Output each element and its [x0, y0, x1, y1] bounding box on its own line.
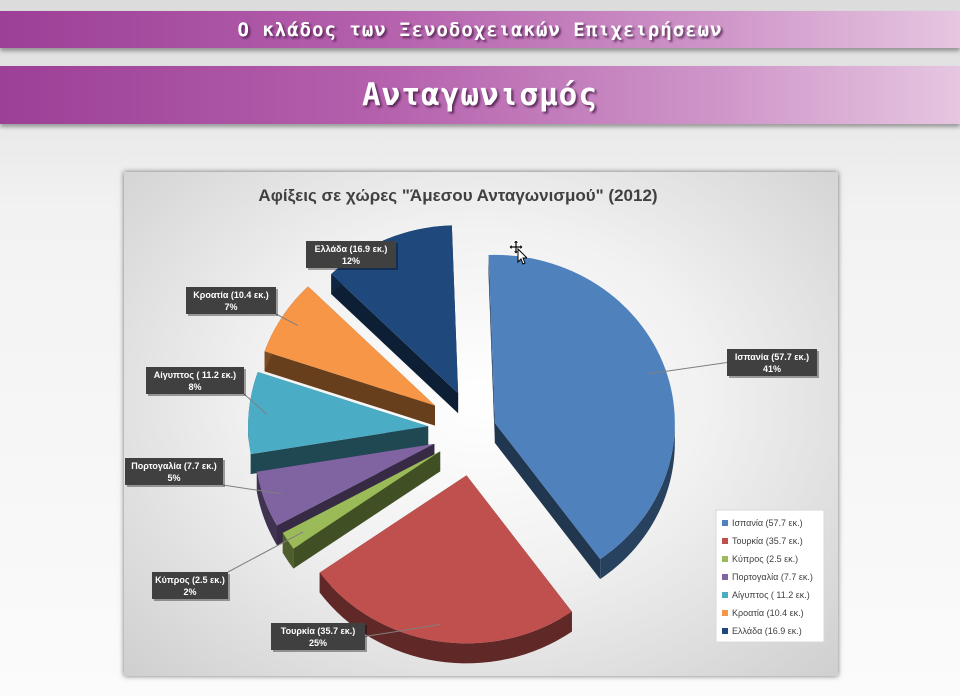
- pie-slice-cyprus[interactable]: [282, 451, 441, 569]
- legend-label: Κροατία (10.4 εκ.): [732, 608, 804, 618]
- legend-label: Ισπανία (57.7 εκ.): [732, 518, 803, 528]
- data-label-croatia: Κροατία (10.4 εκ.) 7%: [186, 287, 298, 326]
- data-label-turkey: Τουρκία (35.7 εκ.) 25%: [271, 623, 441, 652]
- data-label-percent: 7%: [224, 302, 237, 312]
- legend-swatch: [722, 610, 728, 616]
- legend-label: Πορτογαλία (7.7 εκ.): [732, 572, 813, 582]
- data-label-spain: Ισπανία (57.7 εκ.) 41%: [647, 349, 819, 378]
- chart-title: Αφίξεις σε χώρες "Άμεσου Ανταγωνισμού" (…: [258, 186, 657, 205]
- legend-swatch: [722, 520, 728, 526]
- data-label-percent: 5%: [167, 473, 180, 483]
- chart-card[interactable]: Αφίξεις σε χώρες "Άμεσου Ανταγωνισμού" (…: [124, 172, 838, 676]
- legend-entry-egypt[interactable]: Αίγυπτος ( 11.2 εκ.): [722, 590, 810, 600]
- section-banner: Ανταγωνισμός: [0, 66, 960, 124]
- chart-legend: Ισπανία (57.7 εκ.) Τουρκία (35.7 εκ.) Κύπρ…: [715, 509, 825, 643]
- legend-box: [715, 509, 825, 643]
- legend-entry-portugal[interactable]: Πορτογαλία (7.7 εκ.): [722, 572, 813, 582]
- data-label-category: Αίγυπτος ( 11.2 εκ.): [154, 370, 236, 380]
- data-label-category: Τουρκία (35.7 εκ.): [281, 626, 356, 636]
- legend-label: Αίγυπτος ( 11.2 εκ.): [732, 590, 810, 600]
- legend-swatch: [722, 556, 728, 562]
- move-cursor-icon: [509, 240, 527, 265]
- data-label-percent: 12%: [342, 256, 360, 266]
- data-label-category: Κροατία (10.4 εκ.): [193, 290, 268, 300]
- presentation-title: Ο κλάδος των Ξενοδοχειακών Επιχειρήσεων: [237, 18, 723, 41]
- legend-swatch: [722, 538, 728, 544]
- data-label-category: Ελλάδα (16.9 εκ.): [315, 244, 388, 254]
- data-label-portugal: Πορτογαλία (7.7 εκ.) 5%: [125, 458, 282, 495]
- data-label-greece: Ελλάδα (16.9 εκ.) 12%: [306, 241, 398, 270]
- legend-swatch: [722, 628, 728, 634]
- pie-slice-turkey[interactable]: [319, 475, 572, 664]
- pie-slice-egypt[interactable]: [248, 372, 429, 475]
- data-label-category: Πορτογαλία (7.7 εκ.): [131, 461, 216, 471]
- data-label-category: Ισπανία (57.7 εκ.): [735, 352, 809, 362]
- legend-label: Ελλάδα (16.9 εκ.): [732, 626, 802, 636]
- legend-label: Τουρκία (35.7 εκ.): [732, 536, 803, 546]
- legend-label: Κύπρος (2.5 εκ.): [732, 554, 798, 564]
- legend-entry-spain[interactable]: Ισπανία (57.7 εκ.): [722, 518, 803, 528]
- legend-entry-turkey[interactable]: Τουρκία (35.7 εκ.): [722, 536, 803, 546]
- pie-chart[interactable]: Αφίξεις σε χώρες "Άμεσου Ανταγωνισμού" (…: [124, 172, 838, 676]
- data-label-category: Κύπρος (2.5 εκ.): [155, 575, 225, 585]
- section-title: Ανταγωνισμός: [362, 77, 598, 113]
- pie-slice-spain[interactable]: [488, 254, 675, 580]
- data-label-percent: 8%: [188, 382, 201, 392]
- legend-swatch: [722, 574, 728, 580]
- legend-entry-croatia[interactable]: Κροατία (10.4 εκ.): [722, 608, 804, 618]
- data-label-percent: 41%: [763, 364, 781, 374]
- top-banner: Ο κλάδος των Ξενοδοχειακών Επιχειρήσεων: [0, 11, 960, 48]
- pie-slice-croatia[interactable]: [264, 286, 435, 426]
- data-label-egypt: Αίγυπτος ( 11.2 εκ.) 8%: [146, 367, 268, 415]
- legend-entry-cyprus[interactable]: Κύπρος (2.5 εκ.): [722, 554, 798, 564]
- legend-entry-greece[interactable]: Ελλάδα (16.9 εκ.): [722, 626, 802, 636]
- data-label-percent: 2%: [183, 587, 196, 597]
- legend-swatch: [722, 592, 728, 598]
- data-label-percent: 25%: [309, 638, 327, 648]
- data-label-cyprus: Κύπρος (2.5 εκ.) 2%: [152, 531, 304, 601]
